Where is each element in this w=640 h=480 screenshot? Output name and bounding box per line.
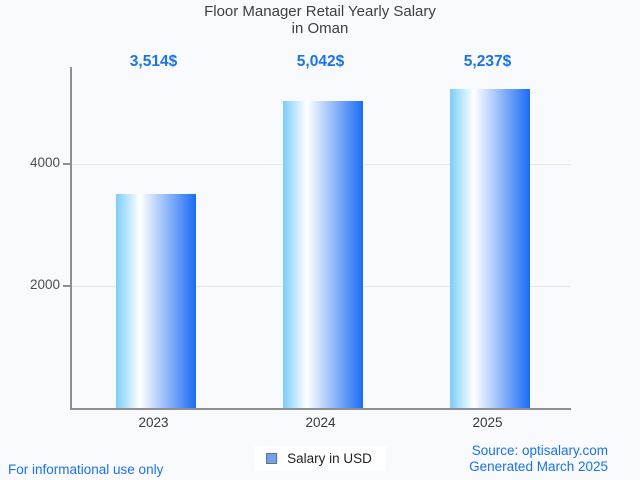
- x-axis-label: 2023: [138, 415, 169, 430]
- legend-label: Salary in USD: [287, 451, 372, 466]
- bar-2024: [283, 101, 363, 408]
- x-axis-label: 2024: [305, 415, 336, 430]
- legend: Salary in USD: [254, 446, 386, 471]
- bar-value-label: 3,514$: [129, 53, 178, 70]
- generated-text: Generated March 2025: [469, 459, 608, 474]
- bar-value-label: 5,042$: [296, 53, 345, 70]
- x-axis-labels-row: 2023 2024 2025: [70, 415, 571, 433]
- y-tick-label: 2000: [29, 277, 60, 292]
- value-labels-row: 3,514$ 5,042$ 5,237$: [70, 53, 571, 73]
- bar-2023: [116, 194, 196, 408]
- chart-title-line2: in Oman: [291, 19, 349, 37]
- bar-2025: [450, 89, 530, 408]
- y-tick-mark: [63, 163, 70, 165]
- legend-marker-icon: [266, 453, 278, 464]
- chart-title-line1: Floor Manager Retail Yearly Salary: [204, 3, 436, 20]
- source-link[interactable]: Source: optisalary.com: [471, 443, 608, 458]
- chart-title: Floor Manager Retail Yearly Salary in Om…: [0, 3, 640, 37]
- bar-value-label: 5,237$: [463, 53, 512, 70]
- plot-area: 2000 4000: [30, 67, 571, 410]
- source-block: Source: optisalary.com Generated March 2…: [469, 443, 608, 475]
- disclaimer-text: For informational use only: [8, 462, 164, 477]
- y-tick-label: 4000: [29, 155, 60, 170]
- x-axis-label: 2025: [472, 415, 503, 430]
- y-tick-mark: [63, 285, 70, 287]
